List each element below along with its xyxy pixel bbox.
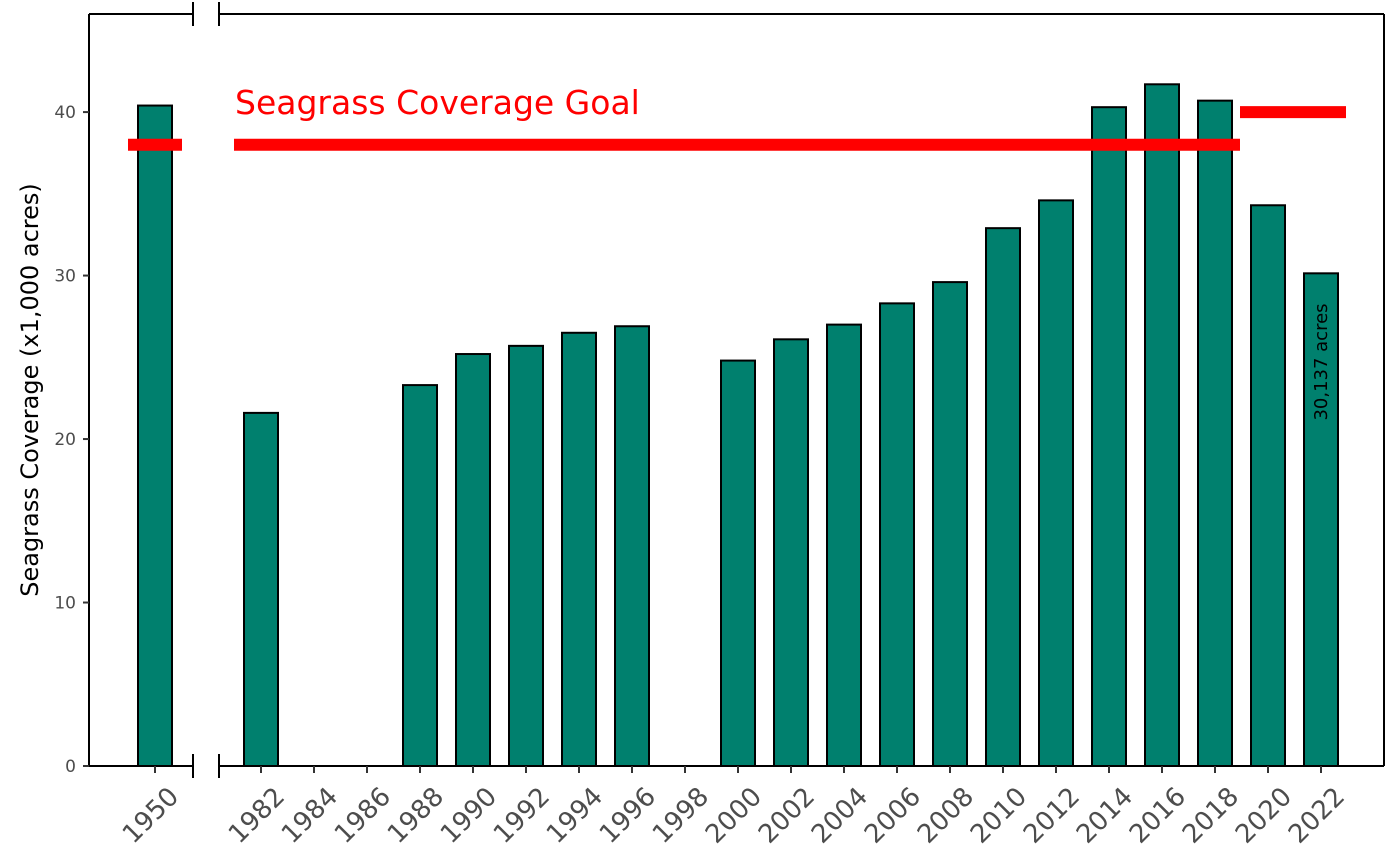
bar-2014 xyxy=(1091,106,1127,767)
bar-2018 xyxy=(1197,99,1233,767)
bar-2004 xyxy=(826,323,862,767)
x-tick-label: 2020 xyxy=(1230,782,1298,850)
x-tick-label: 1984 xyxy=(276,782,344,850)
bar-1996 xyxy=(614,325,650,767)
x-tick-label: 2002 xyxy=(753,782,821,850)
x-tick-label: 2018 xyxy=(1177,782,1245,850)
goal-layer xyxy=(128,106,1346,151)
y-tick-label: 0 xyxy=(65,757,76,777)
x-tick-label: 1990 xyxy=(435,782,503,850)
x-tick-label: 1988 xyxy=(382,782,450,850)
bar-1992 xyxy=(508,344,544,767)
bar-1990 xyxy=(455,353,491,767)
bar-1950 xyxy=(137,104,173,767)
bar-2020 xyxy=(1250,204,1286,767)
bar-2002 xyxy=(773,338,809,767)
bar-1994 xyxy=(561,331,597,767)
goal-label: Seagrass Coverage Goal xyxy=(235,83,640,122)
x-tick-label: 2008 xyxy=(912,782,980,850)
x-tick-label: 1996 xyxy=(594,782,662,850)
x-tick-label: 1986 xyxy=(329,782,397,850)
y-tick-label: 30 xyxy=(54,267,76,287)
x-tick-label: 2014 xyxy=(1071,782,1139,850)
x-tick-label: 2006 xyxy=(859,782,927,850)
bar-2008 xyxy=(932,281,968,767)
x-tick-label: 1994 xyxy=(541,782,609,850)
bar-2016 xyxy=(1144,83,1180,767)
y-tick-label: 10 xyxy=(54,594,76,614)
x-tick-label: 2012 xyxy=(1018,782,1086,850)
bar-2012 xyxy=(1038,199,1074,767)
y-tick-label: 40 xyxy=(54,103,76,123)
x-tick-label: 1982 xyxy=(223,782,291,850)
x-tick-label: 2010 xyxy=(965,782,1033,850)
x-tick-label: 2022 xyxy=(1283,782,1351,850)
bar-annotation: 30,137 acres xyxy=(1311,303,1332,420)
bar-1988 xyxy=(402,384,438,767)
bar-2000 xyxy=(720,359,756,767)
bar-2010 xyxy=(985,227,1021,768)
y-axis-title: Seagrass Coverage (x1,000 acres) xyxy=(16,183,44,597)
bar-2022 xyxy=(1303,272,1339,767)
x-tick-label: 2004 xyxy=(806,782,874,850)
bar-2006 xyxy=(879,302,915,767)
x-tick-label: 1998 xyxy=(647,782,715,850)
bars-layer xyxy=(137,83,1339,768)
x-tick-label: 1992 xyxy=(488,782,556,850)
bar-1982 xyxy=(243,411,279,767)
x-tick-label: 2016 xyxy=(1124,782,1192,850)
x-tick-label: 1950 xyxy=(117,782,185,850)
x-tick-label: 2000 xyxy=(700,782,768,850)
y-tick-label: 20 xyxy=(54,430,76,450)
